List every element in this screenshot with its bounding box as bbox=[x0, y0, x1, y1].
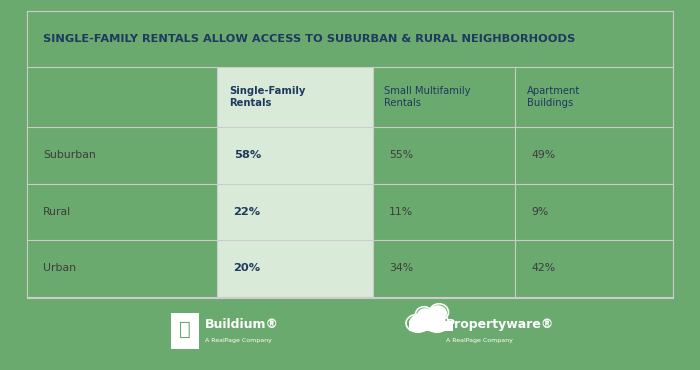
Text: Buildium®: Buildium® bbox=[205, 318, 279, 331]
Text: 58%: 58% bbox=[234, 151, 261, 161]
Text: A RealPage Company: A RealPage Company bbox=[205, 337, 272, 343]
Text: 9%: 9% bbox=[531, 207, 548, 217]
Text: 22%: 22% bbox=[234, 207, 260, 217]
Bar bbox=[409, 321, 453, 331]
Text: 49%: 49% bbox=[531, 151, 555, 161]
Text: Small Multifamily
Rentals: Small Multifamily Rentals bbox=[384, 86, 471, 108]
Bar bbox=[218, 67, 372, 297]
Ellipse shape bbox=[424, 314, 446, 332]
Text: Suburban: Suburban bbox=[43, 151, 95, 161]
Text: 34%: 34% bbox=[389, 263, 413, 273]
Text: Single-Family
Rentals: Single-Family Rentals bbox=[229, 86, 305, 108]
Bar bbox=[171, 313, 199, 349]
Ellipse shape bbox=[429, 305, 447, 321]
Text: 42%: 42% bbox=[531, 263, 555, 273]
Text: 11%: 11% bbox=[389, 207, 413, 217]
Text: Rural: Rural bbox=[43, 207, 71, 217]
Text: Propertyware®: Propertyware® bbox=[446, 318, 554, 331]
Text: 𝟏: 𝟏 bbox=[179, 320, 191, 339]
Text: Urban: Urban bbox=[43, 263, 76, 273]
Text: 55%: 55% bbox=[389, 151, 413, 161]
Text: SINGLE-FAMILY RENTALS ALLOW ACCESS TO SUBURBAN & RURAL NEIGHBORHOODS: SINGLE-FAMILY RENTALS ALLOW ACCESS TO SU… bbox=[43, 34, 575, 44]
Text: 20%: 20% bbox=[234, 263, 260, 273]
Ellipse shape bbox=[417, 308, 433, 322]
Text: Apartment
Buildings: Apartment Buildings bbox=[526, 86, 580, 108]
Ellipse shape bbox=[420, 317, 440, 331]
Ellipse shape bbox=[409, 314, 431, 332]
Text: A RealPage Company: A RealPage Company bbox=[446, 337, 513, 343]
